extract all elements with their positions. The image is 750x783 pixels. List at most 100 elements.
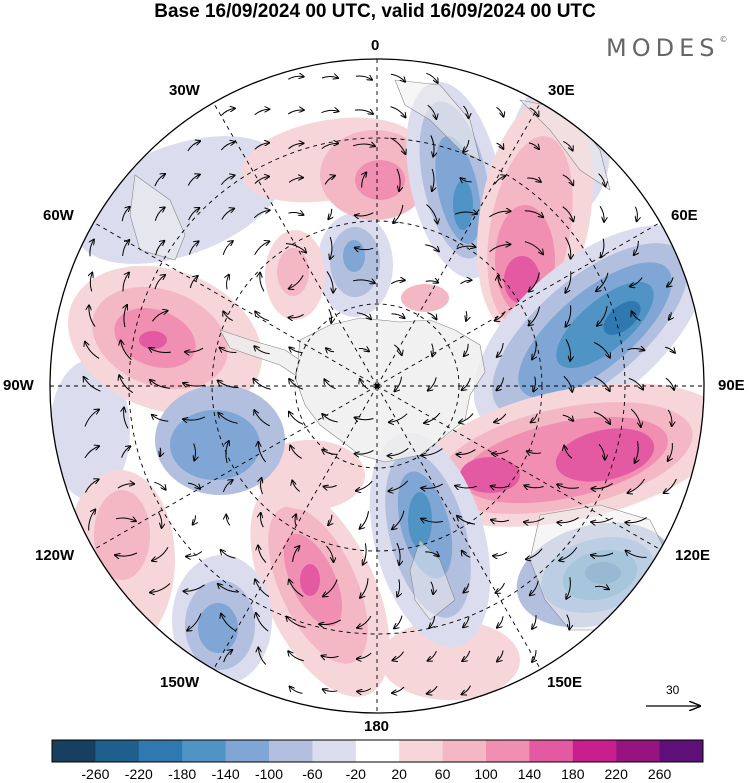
wind-arrow (157, 511, 161, 528)
wind-arrow (595, 586, 609, 589)
wind-arrow (84, 410, 99, 427)
colorbar-swatch (399, 740, 444, 762)
wind-arrow (669, 312, 671, 319)
wind-arrow (184, 584, 205, 591)
wind-arrow (119, 375, 134, 394)
wind-arrow (598, 443, 605, 459)
wind-arrow (328, 308, 332, 323)
wind-arrow (462, 551, 471, 558)
wind-arrow (122, 240, 130, 257)
wind-arrow (563, 140, 572, 150)
wind-arrow (183, 416, 206, 420)
wind-arrow (390, 137, 406, 154)
wind-arrow (357, 652, 372, 659)
wind-arrow (288, 313, 304, 317)
wind-arrow (322, 414, 338, 423)
wind-arrow (223, 311, 233, 322)
wind-arrow (628, 478, 645, 493)
wind-arrow (355, 212, 374, 216)
wind-arrow (288, 651, 304, 662)
vector-scale-label: 30 (666, 683, 680, 697)
wind-arrow (526, 548, 543, 560)
wind-arrow (326, 271, 333, 292)
wind-arrow (154, 174, 165, 187)
wind-arrow (628, 377, 643, 389)
wind-arrow (258, 442, 267, 463)
colorbar-swatch (355, 740, 400, 762)
wind-arrow (285, 243, 306, 253)
wind-arrow (664, 478, 677, 493)
wind-arrow (360, 578, 369, 598)
wind-arrow (427, 104, 437, 119)
wind-arrow (466, 311, 467, 321)
wind-arrow (599, 205, 604, 222)
wind-arrow (429, 616, 436, 628)
wind-arrow (84, 446, 99, 459)
wind-arrow (496, 142, 504, 149)
wind-arrow (626, 551, 647, 558)
wind-arrow (388, 447, 409, 456)
wind-arrow (665, 377, 674, 390)
wind-arrow (220, 348, 237, 353)
colorbar-tick-label: -140 (211, 766, 240, 782)
wind-arrow (151, 311, 167, 322)
wind-arrow (591, 517, 614, 522)
wind-arrow (563, 375, 572, 392)
wind-arrow (489, 244, 511, 252)
lon-label-30w: 30W (169, 82, 200, 99)
wind-arrow (593, 341, 610, 357)
wind-arrow (254, 143, 269, 150)
wind-arrow (222, 241, 233, 256)
colorbar-swatch (52, 740, 96, 762)
wind-arrow (355, 248, 374, 250)
wind-arrow (562, 414, 573, 421)
wind-arrow (90, 240, 94, 257)
wind-arrow (497, 343, 504, 357)
wind-arrow (392, 510, 405, 529)
wind-arrow (150, 583, 171, 593)
wind-arrow (254, 177, 269, 184)
wind-arrow (421, 519, 444, 523)
wind-arrow (591, 482, 613, 488)
wind-arrow (150, 380, 171, 389)
wind-arrow (154, 207, 164, 221)
wind-arrow (593, 411, 610, 424)
wind-arrow (124, 305, 127, 328)
wind-arrow (557, 484, 579, 488)
colorbar-tick-label: 100 (474, 766, 498, 782)
wind-arrow (288, 213, 304, 215)
wind-arrow (390, 73, 405, 81)
wind-arrow (260, 273, 265, 292)
wind-arrow (321, 110, 339, 112)
wind-arrow (495, 311, 506, 320)
wind-arrow (460, 280, 472, 285)
wind-arrow (531, 413, 538, 423)
wind-arrow (121, 207, 130, 222)
wind-arrow (287, 110, 304, 115)
wind-arrow (391, 314, 405, 318)
wind-arrow (188, 241, 198, 255)
wind-arrow (186, 551, 203, 557)
wind-arrow (155, 241, 165, 256)
wind-arrow (489, 211, 510, 218)
wind-arrow (393, 204, 404, 223)
wind-arrow (221, 614, 236, 631)
wind-arrow (154, 275, 165, 290)
wind-arrow (527, 178, 541, 182)
wind-arrow (432, 168, 434, 191)
wind-arrow (464, 343, 468, 356)
wind-arrow (321, 143, 338, 149)
wind-arrow (322, 450, 338, 455)
wind-arrow (121, 446, 131, 458)
wind-arrow (183, 383, 206, 386)
wind-arrow (597, 306, 608, 326)
lon-label-180: 180 (364, 718, 390, 735)
lon-label-60e: 60E (671, 207, 698, 224)
wind-arrow (218, 584, 239, 593)
wind-arrow (566, 614, 570, 630)
wind-arrow (392, 686, 405, 693)
wind-arrow (427, 312, 437, 320)
wind-arrow (254, 410, 270, 427)
wind-arrow (324, 176, 335, 185)
